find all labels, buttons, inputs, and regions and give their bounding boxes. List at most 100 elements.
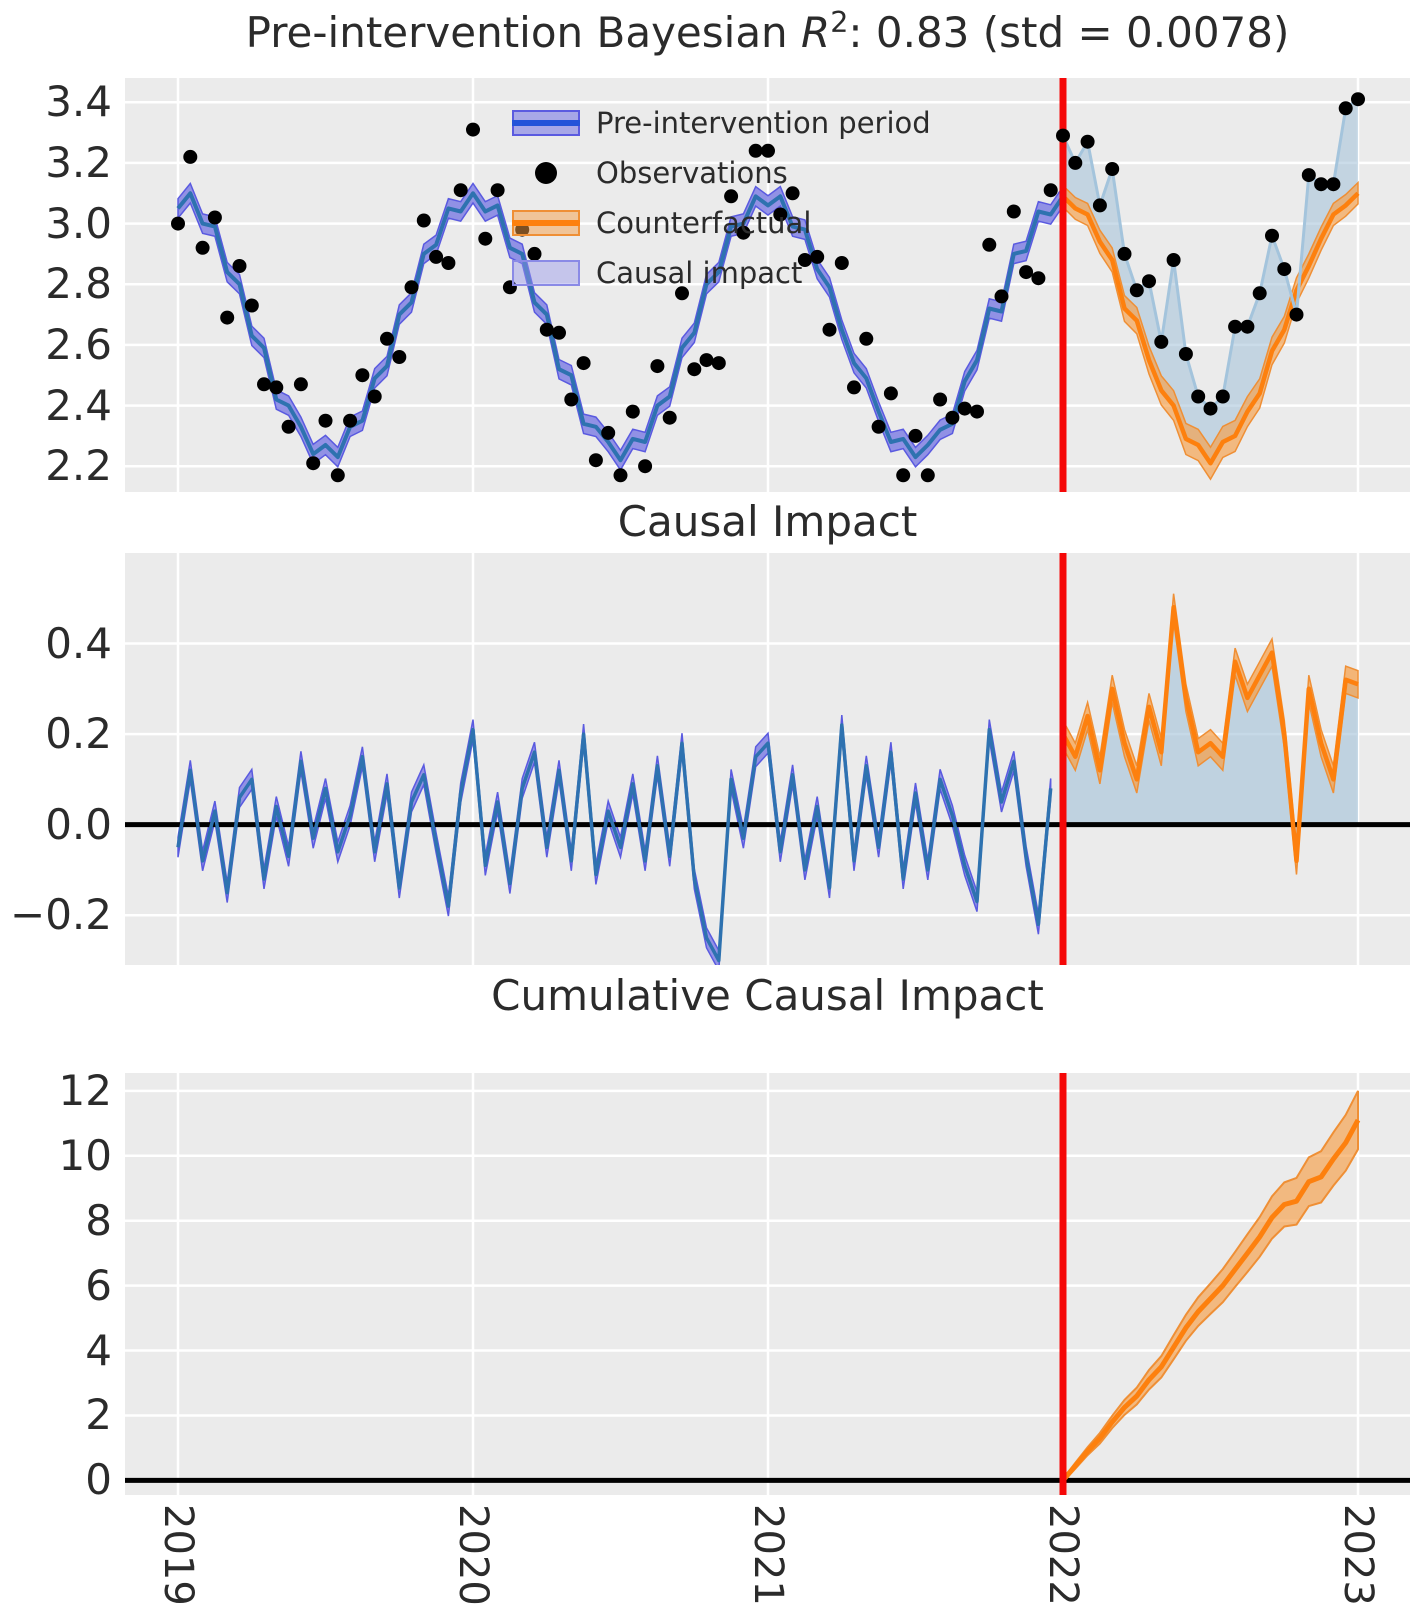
observation-dot bbox=[1289, 307, 1304, 322]
observation-dot bbox=[711, 356, 726, 371]
legend-item-pre-intervention: Pre-intervention period bbox=[512, 98, 931, 148]
legend-item-causal-impact: Causal impact bbox=[512, 248, 931, 298]
panel3-title: Cumulative Causal Impact bbox=[491, 971, 1044, 1020]
y-tick-label: 4 bbox=[85, 1326, 112, 1375]
pre-impact-line bbox=[176, 723, 1053, 963]
observation-dot bbox=[330, 468, 345, 483]
observation-dot bbox=[1191, 389, 1206, 404]
observation-dot bbox=[625, 404, 640, 419]
observation-dot bbox=[392, 350, 407, 364]
observation-dot bbox=[933, 392, 948, 407]
y-tick-label: 0 bbox=[85, 1455, 112, 1504]
intervention-line bbox=[1059, 553, 1067, 965]
intervention-line bbox=[1059, 1073, 1067, 1495]
y-tick-label: 0.0 bbox=[45, 800, 112, 849]
observation-dot bbox=[527, 246, 542, 261]
observation-dot bbox=[306, 456, 321, 471]
observation-dot bbox=[220, 310, 235, 325]
observation-dot bbox=[404, 280, 419, 295]
observation-dot bbox=[367, 389, 382, 404]
observation-dot bbox=[675, 286, 689, 301]
observation-dot bbox=[1043, 183, 1058, 198]
legend: Pre-intervention period Observations Cou… bbox=[512, 98, 931, 298]
panel-3-series bbox=[125, 1073, 1410, 1495]
y-tick-label: 2.6 bbox=[45, 320, 112, 369]
model-fit-line bbox=[176, 191, 1065, 463]
y-tick-label: 3.0 bbox=[45, 199, 112, 248]
panel2-title: Causal Impact bbox=[617, 497, 918, 546]
panel1-title-suffix: : 0.83 (std = 0.0078) bbox=[848, 8, 1290, 57]
observation-dot bbox=[1351, 92, 1365, 107]
observation-dot bbox=[564, 392, 579, 407]
observation-dot bbox=[1142, 274, 1156, 289]
observation-dot bbox=[650, 359, 665, 374]
observation-dot bbox=[1031, 271, 1046, 286]
legend-label-pre-intervention: Pre-intervention period bbox=[596, 106, 931, 140]
y-tick-label: 8 bbox=[85, 1196, 112, 1245]
observation-dot bbox=[1154, 334, 1169, 349]
y-tick-label: 2.8 bbox=[45, 259, 112, 308]
observation-dot bbox=[207, 210, 222, 225]
observation-dot bbox=[1105, 162, 1120, 176]
r-squared-exponent: 2 bbox=[830, 5, 849, 39]
counterfactual-band bbox=[1062, 180, 1359, 481]
observation-dot bbox=[638, 459, 653, 474]
x-tick-label: 2020 bbox=[450, 1504, 496, 1606]
causal-impact-fill bbox=[1063, 99, 1358, 464]
observation-dot bbox=[244, 298, 259, 313]
intervention-line bbox=[1059, 78, 1067, 492]
observation-dot bbox=[453, 183, 468, 198]
observation-dot bbox=[748, 143, 763, 158]
observation-dot bbox=[1301, 168, 1316, 183]
y-tick-label: 3.4 bbox=[45, 77, 112, 126]
observation-dot bbox=[171, 216, 185, 231]
observation-dot bbox=[1215, 389, 1230, 404]
observation-dot bbox=[257, 377, 271, 392]
observation-dot bbox=[429, 249, 444, 264]
post-impact-line bbox=[1061, 605, 1359, 864]
observation-dot bbox=[699, 353, 714, 368]
observation-dot bbox=[1277, 262, 1292, 277]
cumulative-band bbox=[1062, 1090, 1359, 1485]
observation-dot bbox=[970, 404, 984, 419]
y-tick-label: 12 bbox=[58, 1066, 112, 1115]
y-tick-label: 2.4 bbox=[45, 381, 112, 430]
observation-dot bbox=[269, 380, 284, 395]
observation-dot bbox=[1166, 253, 1181, 267]
observation-dot bbox=[416, 213, 431, 228]
panel-2 bbox=[125, 553, 1410, 965]
observation-dot bbox=[318, 413, 333, 428]
observation-dot bbox=[1129, 283, 1144, 298]
observation-dot bbox=[380, 331, 394, 346]
observation-dot bbox=[195, 240, 210, 255]
observation-dot bbox=[761, 143, 775, 158]
observation-dot bbox=[601, 425, 616, 440]
observation-dot bbox=[1265, 228, 1279, 243]
observation-dot bbox=[883, 386, 898, 401]
causal-impact-band-swatch bbox=[512, 260, 580, 286]
observation-dot bbox=[1080, 134, 1095, 149]
observation-dot bbox=[1056, 128, 1070, 143]
legend-item-counterfactual: Counterfactual bbox=[512, 198, 931, 248]
observation-dot bbox=[1117, 246, 1132, 261]
cumulative-line bbox=[1061, 1118, 1361, 1483]
observation-dot bbox=[1326, 177, 1341, 192]
observation-dot bbox=[810, 249, 825, 264]
observation-dot bbox=[1240, 319, 1255, 334]
observation-dot bbox=[441, 256, 456, 270]
observation-dot bbox=[343, 413, 358, 428]
observation-dot bbox=[1006, 204, 1021, 219]
x-tick-label: 2022 bbox=[1040, 1504, 1086, 1606]
observation-dot bbox=[957, 401, 972, 416]
r-squared-symbol: R bbox=[801, 8, 831, 57]
observation-dot bbox=[588, 453, 603, 468]
observation-dot bbox=[797, 253, 812, 267]
observation-dot bbox=[1092, 198, 1107, 213]
observation-dot bbox=[576, 356, 591, 371]
y-tick-label: −0.2 bbox=[10, 890, 112, 939]
y-tick-label: 0.4 bbox=[45, 619, 112, 668]
observation-dot bbox=[355, 368, 370, 383]
observation-dot bbox=[1228, 319, 1243, 334]
